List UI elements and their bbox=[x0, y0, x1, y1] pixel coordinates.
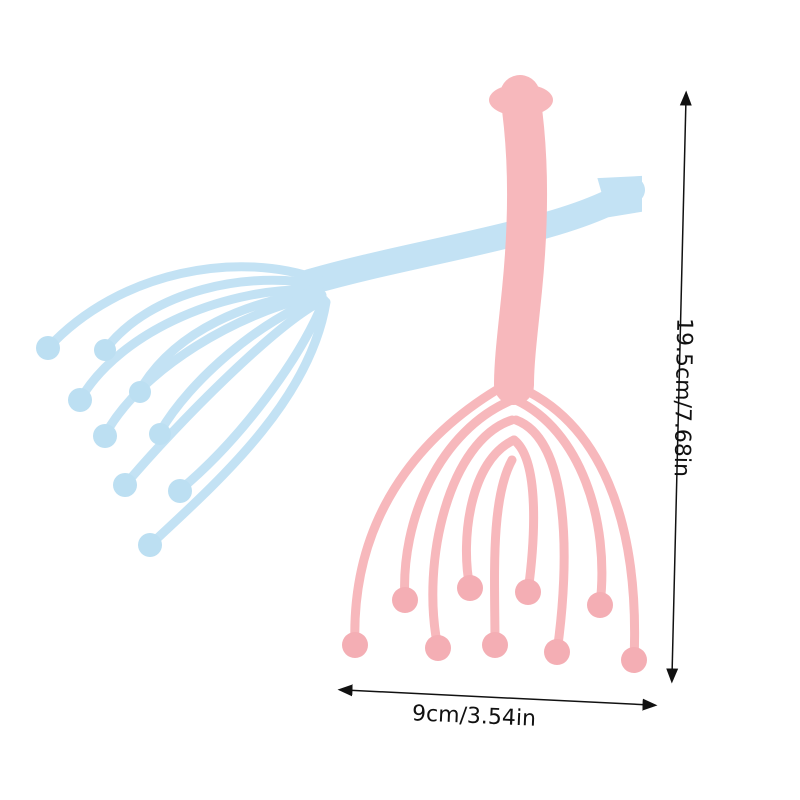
height-dimension-arrow bbox=[666, 90, 692, 684]
pink-massager bbox=[342, 75, 647, 673]
pink-massager-tips bbox=[342, 575, 647, 673]
height-label: 19.5cm/7.68in bbox=[668, 317, 697, 478]
width-label: 9cm/3.54in bbox=[411, 701, 537, 732]
width-dimension-arrow bbox=[337, 684, 658, 711]
blue-massager bbox=[36, 175, 645, 557]
blue-massager-tips bbox=[36, 336, 192, 557]
